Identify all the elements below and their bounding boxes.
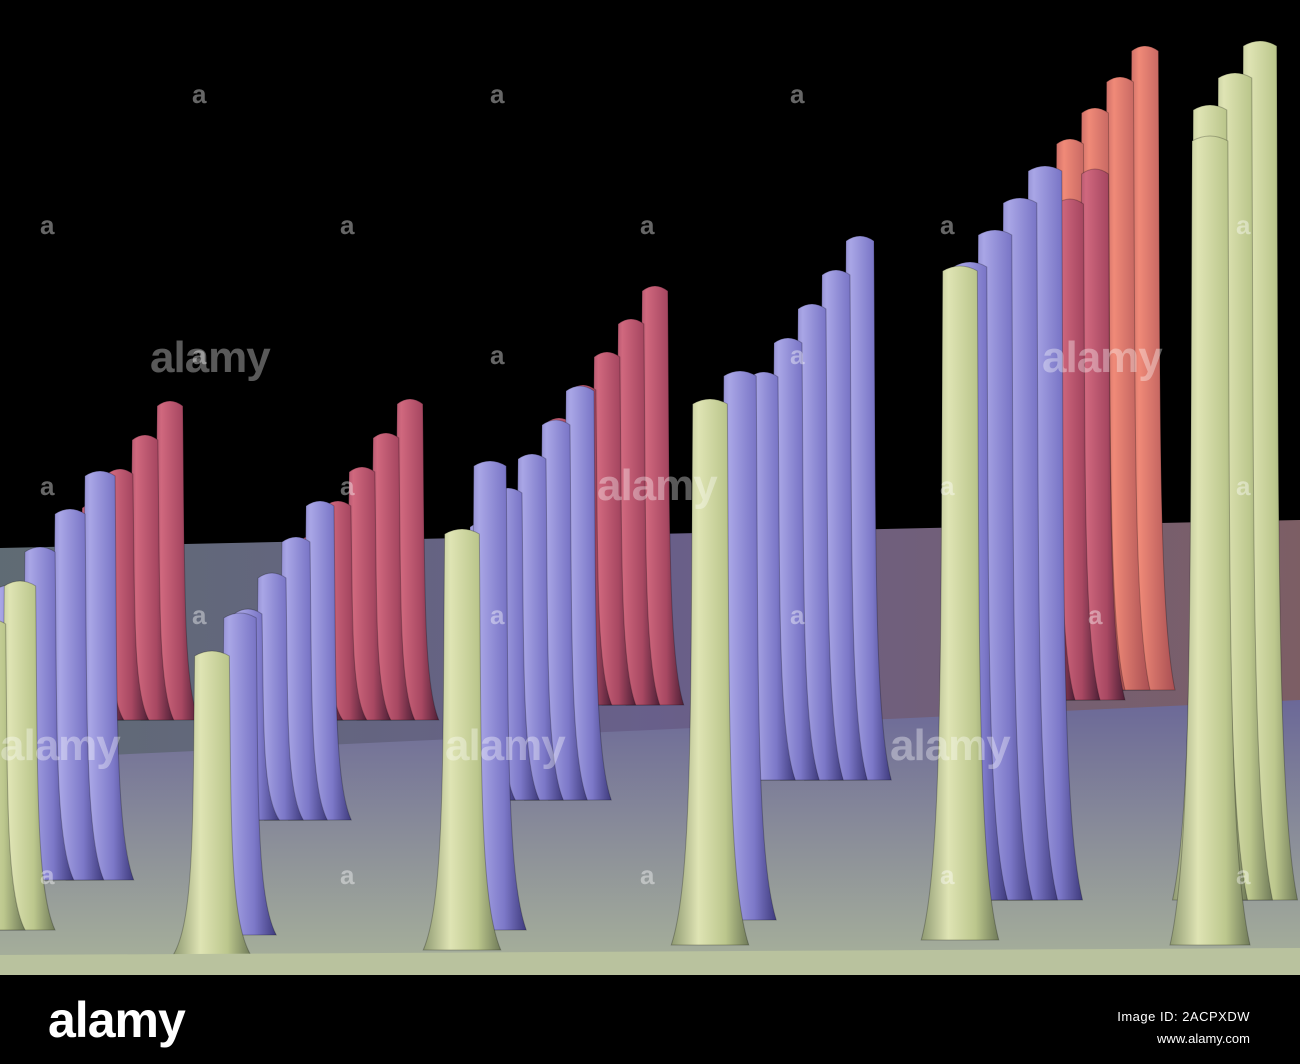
watermark-mark: a (1236, 860, 1251, 890)
watermark-mark: a (40, 471, 55, 501)
watermark-mark: a (340, 210, 355, 240)
watermark-text: alamy (890, 721, 1011, 770)
image-id: Image ID: 2ACPXDW (1117, 1009, 1250, 1024)
watermark-mark: a (192, 79, 207, 109)
watermark-mark: a (940, 471, 955, 501)
microneedle (670, 398, 750, 946)
watermark-mark: a (340, 471, 355, 501)
microneedle-array-image: alamy alamy alamy alamy alamy alamy a a … (0, 40, 1300, 975)
watermark-text: alamy (1042, 333, 1163, 382)
watermark-text: alamy (0, 721, 121, 770)
watermark-mark: a (640, 210, 655, 240)
microneedle (920, 265, 1000, 941)
watermark-text: alamy (445, 721, 566, 770)
watermark-mark: a (490, 600, 505, 630)
watermark-mark: a (490, 79, 505, 109)
watermark-mark: a (640, 860, 655, 890)
stock-footer: alamy Image ID: 2ACPXDW www.alamy.com (0, 975, 1300, 1064)
alamy-logo: alamy (48, 992, 186, 1048)
microneedle (0, 620, 26, 931)
watermark-mark: a (340, 860, 355, 890)
watermark-mark: a (1088, 600, 1103, 630)
watermark-mark: a (1236, 210, 1251, 240)
watermark-mark: a (790, 340, 805, 370)
needle-rows (0, 40, 1299, 956)
watermark-mark: a (192, 600, 207, 630)
watermark-mark: a (192, 340, 207, 370)
watermark-mark: a (1236, 471, 1251, 501)
microneedle (1169, 135, 1251, 946)
microneedle (172, 650, 252, 956)
watermark-mark: a (40, 210, 55, 240)
watermark-mark: a (40, 860, 55, 890)
watermark-mark: a (490, 340, 505, 370)
watermark-mark: a (940, 860, 955, 890)
chip-edge (0, 948, 1300, 975)
site-url: www.alamy.com (1157, 1031, 1250, 1046)
microneedle (422, 528, 502, 951)
watermark-mark: a (790, 600, 805, 630)
watermark-mark: a (940, 210, 955, 240)
watermark-text: alamy (150, 333, 271, 382)
watermark-text: alamy (597, 461, 718, 510)
watermark-layer: alamy alamy alamy alamy alamy alamy a a … (0, 79, 1251, 890)
watermark-mark: a (790, 79, 805, 109)
